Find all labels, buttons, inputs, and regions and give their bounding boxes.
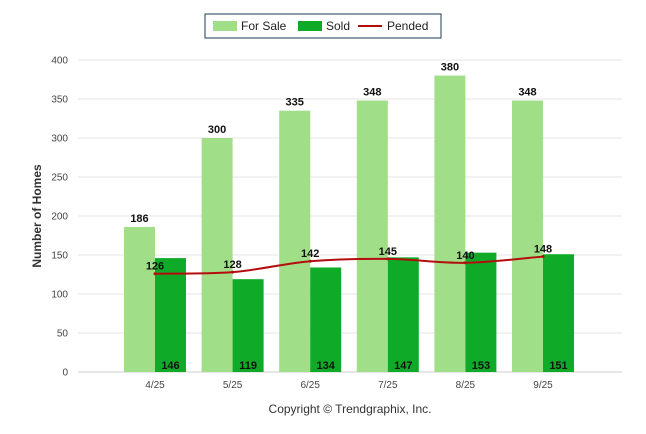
for-sale-bar-6/25 bbox=[279, 110, 311, 372]
sold-value-label-7/25: 147 bbox=[394, 360, 412, 372]
y-tick-label-150: 150 bbox=[51, 251, 68, 262]
y-tick-label-300: 300 bbox=[51, 134, 68, 145]
sold-value-label-6/25: 134 bbox=[317, 360, 336, 372]
for-sale-bar-5/25 bbox=[201, 138, 233, 372]
sold-bar-4/25 bbox=[155, 258, 186, 372]
sold-bar-9/25 bbox=[543, 254, 574, 372]
pended-value-label-7/25: 145 bbox=[379, 246, 397, 258]
y-tick-label-0: 0 bbox=[62, 368, 68, 379]
sold-bar-6/25 bbox=[310, 267, 342, 372]
sold-bar-5/25 bbox=[232, 279, 264, 372]
legend: For Sale Sold Pended bbox=[204, 13, 442, 39]
y-tick-label-250: 250 bbox=[51, 173, 68, 184]
pended-value-label-4/25: 126 bbox=[146, 261, 164, 273]
y-tick-label-200: 200 bbox=[51, 212, 68, 223]
pended-point-9/25 bbox=[541, 255, 545, 259]
pended-point-5/25 bbox=[231, 270, 235, 274]
x-tick-label-6/25: 6/25 bbox=[300, 380, 320, 391]
copyright-credit: Copyright © Trendgraphix, Inc. bbox=[269, 402, 432, 416]
pended-point-7/25 bbox=[386, 257, 390, 261]
for-sale-bar-4/25 bbox=[124, 226, 155, 372]
sold-value-label-4/25: 146 bbox=[161, 360, 179, 372]
legend-swatch-for-sale bbox=[213, 21, 237, 31]
x-tick-label-8/25: 8/25 bbox=[456, 380, 476, 391]
y-axis-title: Number of Homes bbox=[30, 164, 44, 268]
pended-point-4/25 bbox=[153, 272, 157, 276]
legend-box bbox=[204, 13, 442, 39]
sold-value-label-5/25: 119 bbox=[239, 360, 257, 372]
pended-value-label-8/25: 140 bbox=[456, 250, 474, 262]
legend-swatch-sold bbox=[298, 21, 322, 31]
pended-line-layer bbox=[153, 255, 545, 276]
legend-label-pended: Pended bbox=[387, 19, 428, 33]
y-tick-label-400: 400 bbox=[51, 56, 68, 67]
for-sale-bar-8/25 bbox=[434, 75, 466, 372]
pended-value-label-6/25: 142 bbox=[301, 248, 319, 260]
y-tick-label-50: 50 bbox=[57, 329, 69, 340]
for-sale-value-label-8/25: 380 bbox=[441, 62, 459, 74]
pended-value-label-9/25: 148 bbox=[534, 244, 552, 256]
bars bbox=[124, 75, 574, 372]
for-sale-bar-9/25 bbox=[512, 100, 543, 372]
for-sale-value-label-4/25: 186 bbox=[130, 213, 148, 225]
sold-bar-8/25 bbox=[465, 252, 497, 372]
x-tick-label-4/25: 4/25 bbox=[145, 380, 165, 391]
y-tick-label-100: 100 bbox=[51, 290, 68, 301]
x-tick-label-9/25: 9/25 bbox=[533, 380, 553, 391]
x-axis-ticks: 4/25 5/25 6/25 7/25 8/25 9/25 bbox=[145, 380, 553, 391]
legend-label-sold: Sold bbox=[326, 19, 350, 33]
for-sale-bar-7/25 bbox=[356, 100, 388, 372]
legend-label-for-sale: For Sale bbox=[241, 19, 287, 33]
pended-point-8/25 bbox=[463, 261, 467, 265]
pended-point-6/25 bbox=[308, 259, 312, 263]
for-sale-value-label-5/25: 300 bbox=[208, 124, 226, 136]
y-tick-label-350: 350 bbox=[51, 95, 68, 106]
sold-value-label-8/25: 153 bbox=[472, 360, 490, 372]
data-labels: 186 146 300 119 335 134 348 147 380 153 348 151 126 1… bbox=[130, 62, 567, 372]
y-axis-ticks: 0 50 100 150 200 250 300 350 400 bbox=[51, 56, 68, 379]
sold-value-label-9/25: 151 bbox=[549, 360, 567, 372]
pended-value-label-5/25: 128 bbox=[223, 259, 241, 271]
sold-bar-7/25 bbox=[387, 257, 419, 372]
x-tick-label-7/25: 7/25 bbox=[378, 380, 398, 391]
for-sale-value-label-9/25: 348 bbox=[518, 87, 536, 99]
for-sale-value-label-7/25: 348 bbox=[363, 87, 381, 99]
x-tick-label-5/25: 5/25 bbox=[223, 380, 243, 391]
for-sale-value-label-6/25: 335 bbox=[286, 97, 304, 109]
pended-line bbox=[154, 255, 544, 275]
